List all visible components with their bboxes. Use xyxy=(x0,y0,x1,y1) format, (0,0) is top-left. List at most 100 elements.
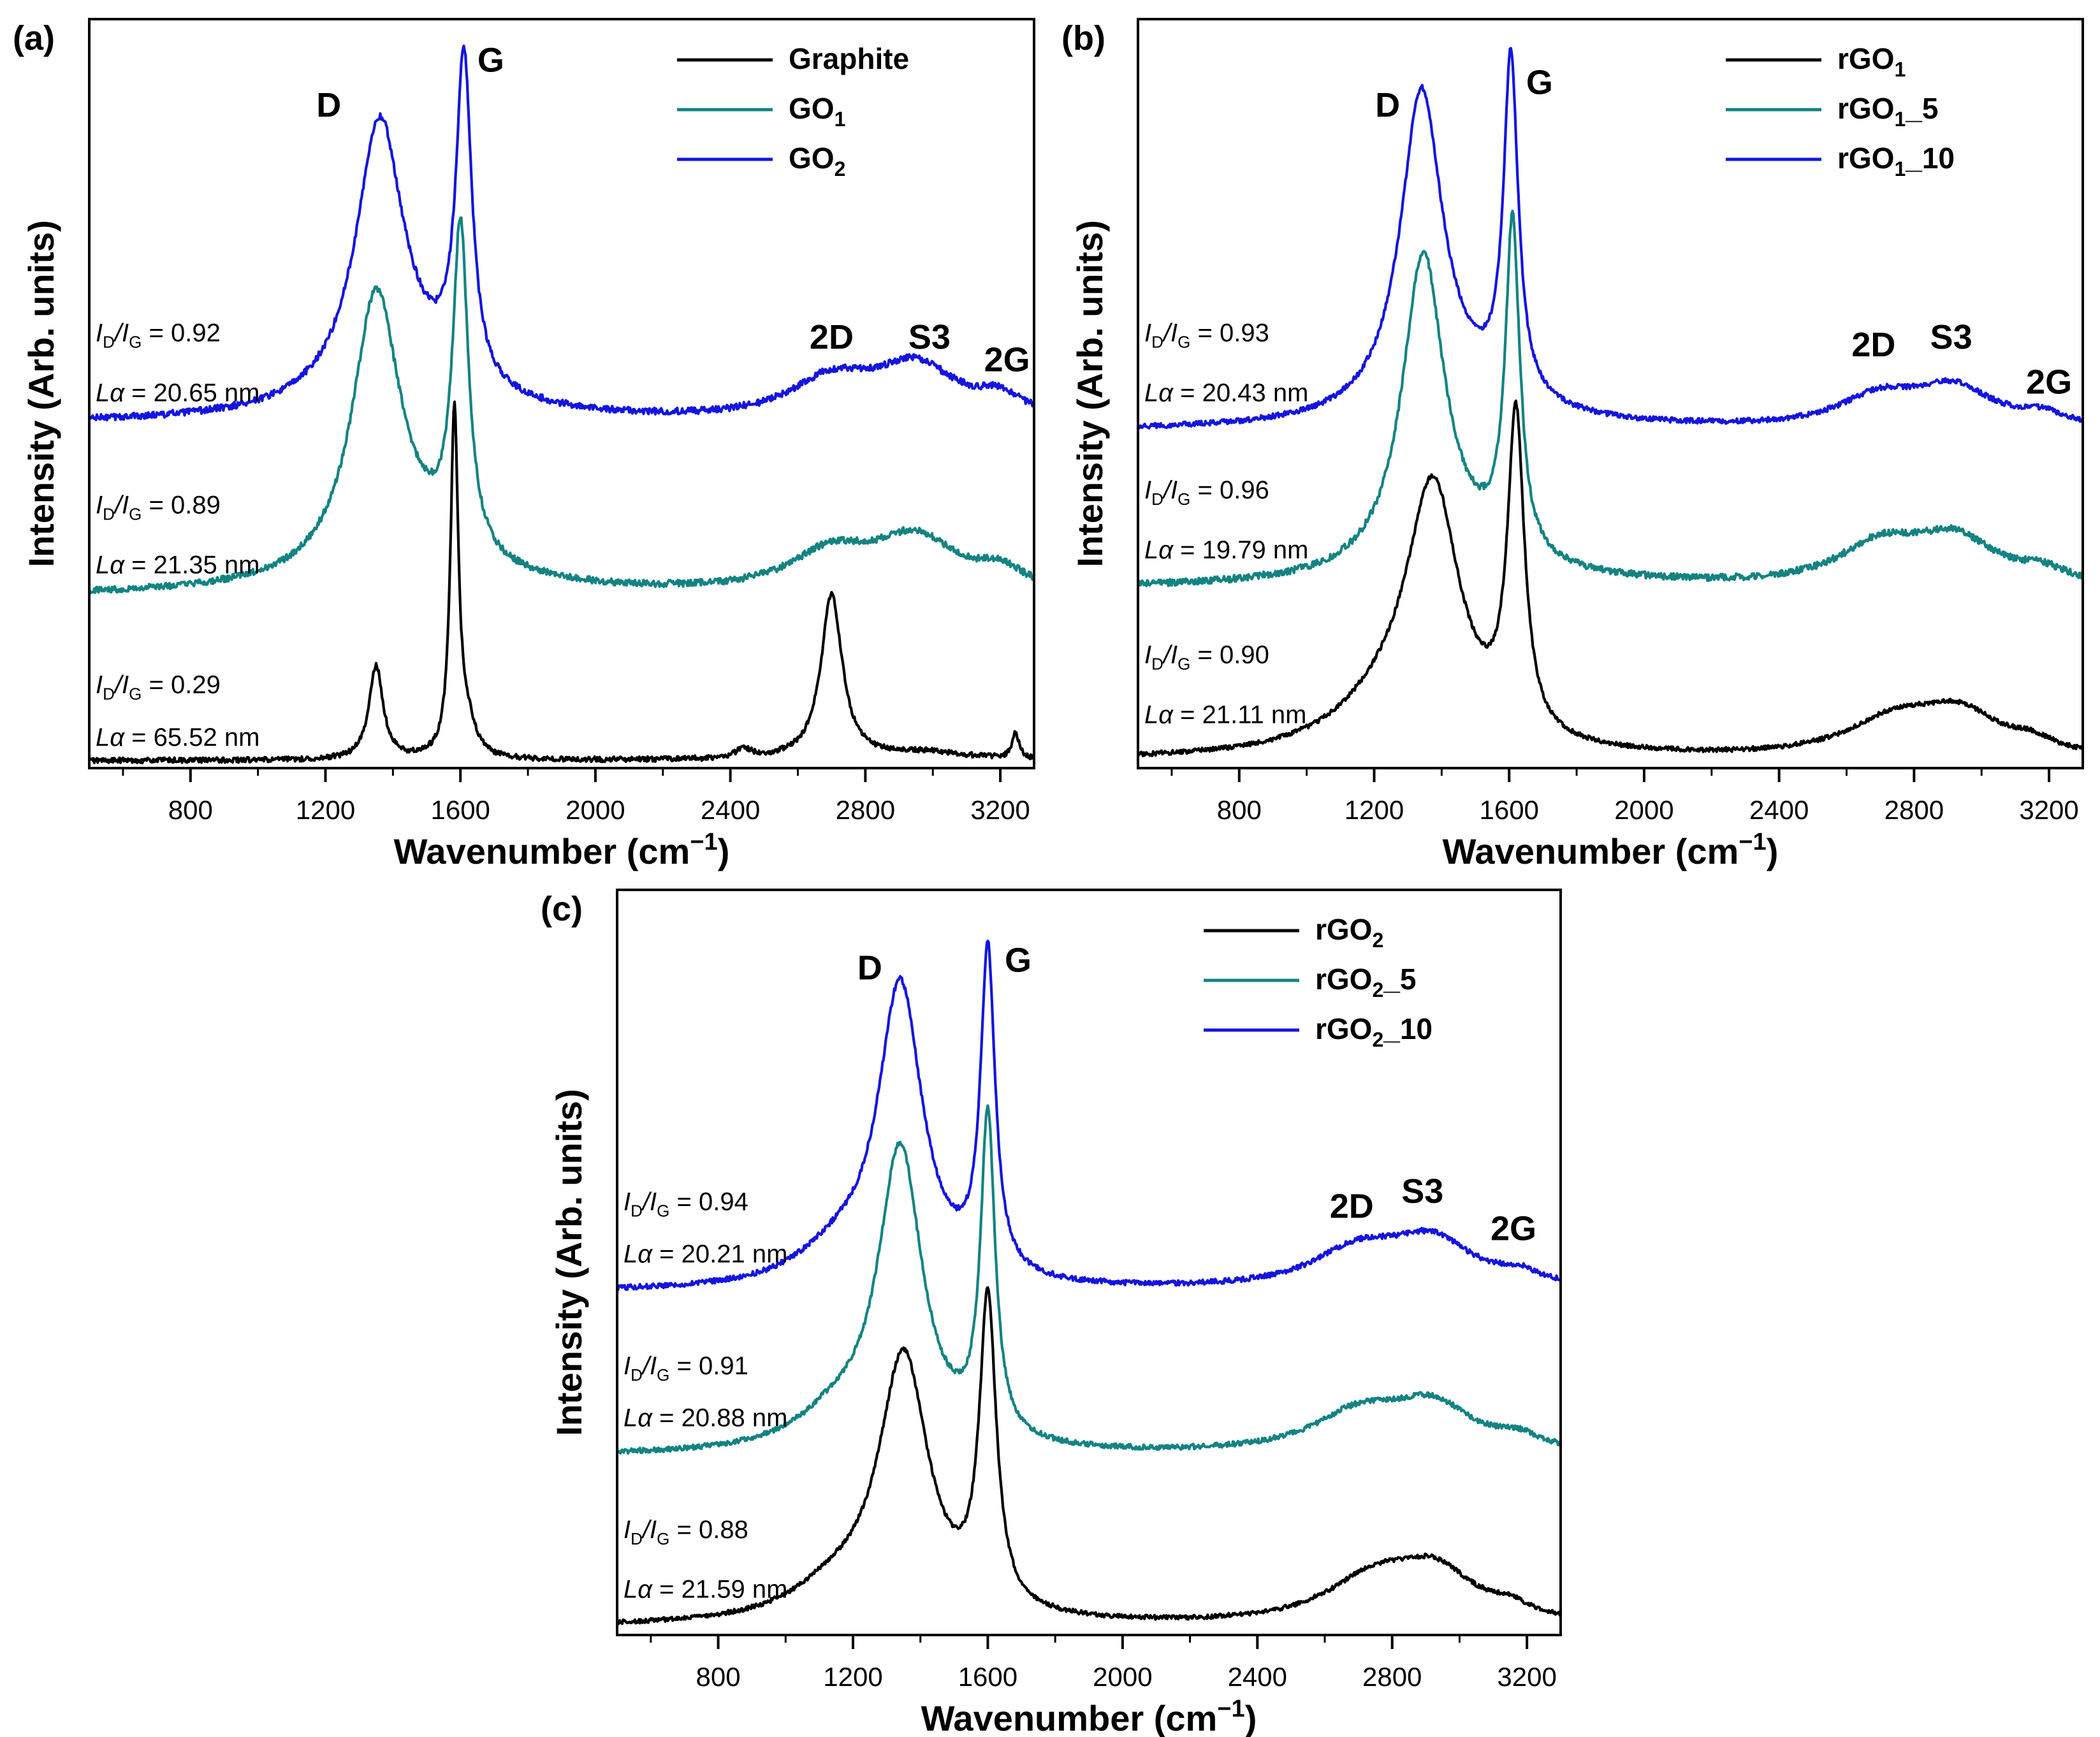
legend-label: GO2 xyxy=(789,142,845,180)
x-axis-label: Wavenumber (cm−1) xyxy=(921,1696,1257,1737)
ratio-slash-i: /I xyxy=(1162,641,1178,669)
ratio-value: = 0.94 xyxy=(669,1188,748,1216)
peak-label: 2D xyxy=(810,318,854,356)
legend-label-main: rGO xyxy=(1837,142,1894,175)
series-line-rgo2-5 xyxy=(616,1104,1562,1455)
ratio-i: I xyxy=(1144,641,1151,669)
legend-label-suffix: _10 xyxy=(1383,1012,1433,1045)
ratio-slash-i: /I xyxy=(641,1188,657,1216)
ratio-slash-i: /I xyxy=(1162,319,1178,347)
ratio-sub-g: G xyxy=(1178,655,1190,674)
ratio-sub-d: D xyxy=(103,332,115,351)
x-tick-label: 1200 xyxy=(296,795,355,825)
series-line-rgo1 xyxy=(1137,399,2084,757)
ratio-i: I xyxy=(1144,476,1151,504)
x-axis-label-superscript: −1 xyxy=(1739,829,1766,855)
ratio-value: = 0.96 xyxy=(1190,476,1269,504)
legend-label: rGO1_10 xyxy=(1837,142,1955,180)
ratio-value: = 0.89 xyxy=(142,491,220,520)
x-axis-label-close: ) xyxy=(1767,831,1779,871)
ratio-sub-g: G xyxy=(657,1365,669,1385)
la-annotation: Lα = 20.43 nm xyxy=(1144,379,1308,407)
la-symbol: Lα xyxy=(623,1404,653,1432)
la-value: = 65.52 nm xyxy=(124,723,259,752)
la-symbol: Lα xyxy=(96,551,125,579)
x-axis-label-text: Wavenumber (cm xyxy=(1443,831,1739,871)
series-line-rgo1-10 xyxy=(1137,47,2084,430)
x-tick-label: 2800 xyxy=(1885,795,1944,825)
ratio-sub-d: D xyxy=(1151,655,1163,674)
id-ig-ratio-annotation: ID/IG = 0.91 xyxy=(623,1352,748,1385)
ratio-slash-i: /I xyxy=(113,491,129,520)
peak-label: 2D xyxy=(1851,326,1895,364)
legend-label: rGO2_5 xyxy=(1315,963,1416,1001)
ratio-sub-g: G xyxy=(657,1202,669,1221)
la-annotation: Lα = 20.21 nm xyxy=(623,1240,787,1268)
legend-label-subscript: 1 xyxy=(1894,108,1906,131)
legend-label-main: rGO xyxy=(1837,42,1894,75)
ratio-sub-g: G xyxy=(1178,490,1190,509)
x-axis-label: Wavenumber (cm−1) xyxy=(1443,829,1779,871)
id-ig-ratio-annotation: ID/IG = 0.93 xyxy=(1144,319,1269,351)
legend-label-main: rGO xyxy=(1837,92,1894,125)
id-ig-ratio-annotation: ID/IG = 0.92 xyxy=(96,319,221,351)
series-line-graphite xyxy=(89,400,1035,764)
la-annotation: Lα = 21.59 nm xyxy=(623,1576,787,1604)
peak-label: 2G xyxy=(2026,363,2072,402)
la-annotation: Lα = 19.79 nm xyxy=(1144,536,1308,564)
ratio-value: = 0.93 xyxy=(1190,319,1269,347)
la-value: = 21.35 nm xyxy=(124,551,259,579)
peak-label: 2G xyxy=(1491,1209,1536,1247)
plot-frame xyxy=(616,889,1562,1636)
ratio-value: = 0.90 xyxy=(1190,641,1269,669)
la-annotation: Lα = 21.35 nm xyxy=(96,551,259,579)
x-tick-label: 800 xyxy=(696,1662,741,1692)
peak-label: S3 xyxy=(1930,318,1972,356)
series-line-go1 xyxy=(87,216,1036,595)
la-value: = 20.65 nm xyxy=(124,379,259,407)
series-line-rgo1-5 xyxy=(1136,209,2085,588)
la-value: = 21.59 nm xyxy=(652,1576,787,1604)
ratio-sub-g: G xyxy=(129,332,142,351)
legend-label-subscript: 2 xyxy=(1372,978,1383,1001)
x-axis-label-superscript: −1 xyxy=(1217,1696,1244,1722)
ratio-sub-g: G xyxy=(129,685,142,704)
la-symbol: Lα xyxy=(1144,701,1174,729)
x-tick-label: 800 xyxy=(1217,795,1262,825)
peak-label: G xyxy=(478,41,504,79)
x-tick-label: 2800 xyxy=(836,795,895,825)
legend-label-subscript: 2 xyxy=(1372,1028,1383,1051)
legend-label-subscript: 1 xyxy=(835,108,846,131)
x-axis-label-text: Wavenumber (cm xyxy=(921,1698,1218,1737)
chart-panel-b: 800 1200 1600 2000 2400 2800 3200 Wavenumber (c… xyxy=(1061,18,2085,871)
ratio-i: I xyxy=(1144,319,1151,347)
la-symbol: Lα xyxy=(623,1240,653,1268)
la-annotation: Lα = 20.88 nm xyxy=(623,1404,787,1432)
ratio-sub-d: D xyxy=(1151,332,1163,351)
ratio-value: = 0.88 xyxy=(669,1516,748,1544)
la-value: = 20.43 nm xyxy=(1173,379,1308,407)
id-ig-ratio-annotation: ID/IG = 0.96 xyxy=(1144,476,1269,509)
ratio-slash-i: /I xyxy=(641,1352,657,1380)
legend-label: Graphite xyxy=(789,42,909,75)
legend-label-main: GO xyxy=(789,92,835,125)
legend-label-main: GO xyxy=(789,142,835,175)
la-annotation: Lα = 65.52 nm xyxy=(96,723,259,752)
x-axis-label-close: ) xyxy=(1245,1698,1257,1737)
id-ig-ratio-annotation: ID/IG = 0.89 xyxy=(96,491,221,524)
panel-label: (b) xyxy=(1061,19,1105,57)
x-tick-label: 2400 xyxy=(1749,795,1809,825)
id-ig-ratio-annotation: ID/IG = 0.29 xyxy=(96,671,221,704)
la-value: = 19.79 nm xyxy=(1173,536,1308,564)
chart-panel-c: 800 1200 1600 2000 2400 2800 3200 Wavenumber (c… xyxy=(541,889,1562,1737)
chart-panel-a: 800 1200 1600 2000 2400 2800 3200 Wavenumber (c… xyxy=(13,18,1036,871)
ratio-slash-i: /I xyxy=(113,319,129,347)
panel-label: (a) xyxy=(13,19,55,57)
ratio-value: = 0.29 xyxy=(142,671,220,699)
x-axis-label-superscript: −1 xyxy=(690,829,717,855)
legend-label-suffix: _5 xyxy=(1383,963,1416,996)
ratio-sub-d: D xyxy=(103,685,115,704)
legend-label-main: rGO xyxy=(1315,913,1372,946)
ratio-sub-d: D xyxy=(103,505,115,524)
